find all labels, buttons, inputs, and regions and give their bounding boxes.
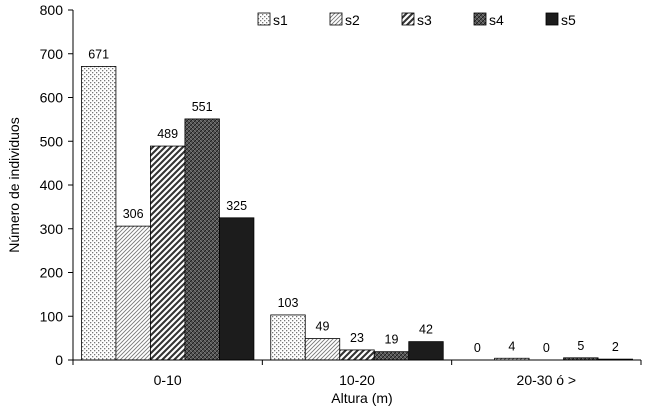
- data-label-s4: 19: [385, 333, 399, 347]
- data-label-s3: 0: [543, 341, 550, 355]
- data-label-s4: 5: [577, 339, 584, 353]
- legend-label-s1: s1: [273, 12, 288, 28]
- data-label-s5: 42: [419, 323, 433, 337]
- data-label-s2: 4: [508, 339, 515, 353]
- x-axis-title: Altura (m): [331, 390, 392, 406]
- bars: [81, 66, 633, 361]
- bar-s3: [339, 349, 375, 361]
- x-tick-label: 10-20: [339, 372, 375, 388]
- data-label-s5: 325: [226, 199, 247, 213]
- y-tick-label: 400: [40, 177, 64, 193]
- data-label-s1: 0: [474, 341, 481, 355]
- bar-s5: [408, 341, 444, 361]
- data-label-s1: 103: [278, 296, 299, 310]
- legend-label-s5: s5: [561, 12, 576, 28]
- data-label-s5: 2: [612, 340, 619, 354]
- bar-s4: [373, 351, 410, 361]
- bar-s2: [115, 225, 151, 361]
- bar-s2: [304, 338, 341, 361]
- y-tick-label: 100: [40, 308, 64, 324]
- data-label-s3: 489: [157, 127, 178, 141]
- bar-s3: [150, 145, 186, 361]
- y-tick-label: 700: [40, 46, 64, 62]
- x-tick-label: 0-10: [154, 372, 182, 388]
- legend-label-s2: s2: [345, 12, 360, 28]
- bar-s1: [270, 314, 306, 361]
- data-label-s3: 23: [350, 331, 364, 345]
- legend-swatch-s3: [401, 12, 415, 26]
- bar-s4: [184, 118, 220, 361]
- y-tick-label: 500: [40, 133, 64, 149]
- y-tick-label: 0: [55, 352, 63, 368]
- y-tick-label: 800: [40, 2, 64, 18]
- bar-s1: [81, 66, 117, 361]
- data-label-s2: 306: [123, 207, 144, 221]
- data-label-s1: 671: [88, 47, 109, 61]
- y-tick-label: 300: [40, 221, 64, 237]
- y-tick-label: 200: [40, 265, 64, 281]
- legend-swatch-s4: [473, 12, 487, 26]
- y-tick-label: 600: [40, 90, 64, 106]
- legend: s1 s2 s3 s4 s5: [257, 12, 576, 28]
- data-labels: 671 306 489 551 325 103 49 23 19 42 0 4 0 5 2: [88, 47, 619, 355]
- y-axis-title: Número de individuos: [6, 117, 22, 252]
- data-label-s4: 551: [192, 100, 213, 114]
- legend-swatch-s5: [545, 12, 559, 26]
- legend-swatch-s1: [257, 12, 271, 26]
- data-label-s2: 49: [316, 320, 330, 334]
- bar-s5: [219, 217, 255, 361]
- x-tick-label: 20-30 ó >: [517, 372, 577, 388]
- legend-swatch-s2: [329, 12, 343, 26]
- legend-label-s3: s3: [417, 12, 432, 28]
- legend-label-s4: s4: [489, 12, 504, 28]
